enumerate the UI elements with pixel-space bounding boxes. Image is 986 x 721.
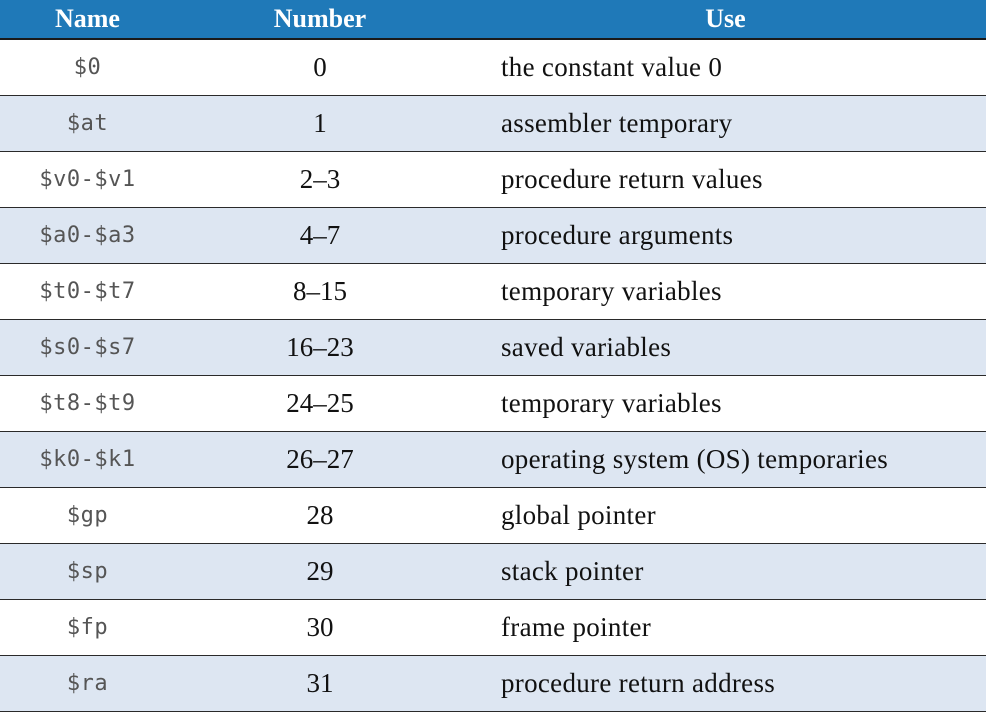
register-use-cell: stack pointer <box>465 543 986 600</box>
register-name-cell: $t0-$t7 <box>0 263 175 320</box>
table-header-row: Name Number Use <box>0 0 986 40</box>
register-number-cell: 28 <box>175 487 465 544</box>
register-use-cell: procedure arguments <box>465 207 986 264</box>
column-header-name: Name <box>0 0 175 40</box>
register-name-cell: $a0-$a3 <box>0 207 175 264</box>
register-number-cell: 8–15 <box>175 263 465 320</box>
table-row: $t8-$t9 24–25 temporary variables <box>0 375 986 432</box>
register-name-cell: $t8-$t9 <box>0 375 175 432</box>
register-name-cell: $at <box>0 95 175 152</box>
table-row: $gp 28 global pointer <box>0 487 986 544</box>
register-name-cell: $v0-$v1 <box>0 151 175 208</box>
register-use-cell: procedure return address <box>465 655 986 712</box>
register-use-cell: temporary variables <box>465 263 986 320</box>
register-number-cell: 1 <box>175 95 465 152</box>
register-number-cell: 16–23 <box>175 319 465 376</box>
register-name-cell: $fp <box>0 599 175 656</box>
register-name-cell: $0 <box>0 39 175 96</box>
register-number-cell: 29 <box>175 543 465 600</box>
table-row: $t0-$t7 8–15 temporary variables <box>0 263 986 320</box>
register-number-cell: 26–27 <box>175 431 465 488</box>
register-name-cell: $ra <box>0 655 175 712</box>
register-number-cell: 24–25 <box>175 375 465 432</box>
table-row: $at 1 assembler temporary <box>0 95 986 152</box>
register-use-cell: saved variables <box>465 319 986 376</box>
table-row: $v0-$v1 2–3 procedure return values <box>0 151 986 208</box>
register-number-cell: 2–3 <box>175 151 465 208</box>
register-use-cell: temporary variables <box>465 375 986 432</box>
table-row: $ra 31 procedure return address <box>0 655 986 712</box>
register-use-cell: frame pointer <box>465 599 986 656</box>
register-number-cell: 0 <box>175 39 465 96</box>
register-use-cell: the constant value 0 <box>465 39 986 96</box>
table-row: $a0-$a3 4–7 procedure arguments <box>0 207 986 264</box>
column-header-use: Use <box>465 0 986 40</box>
table-row: $fp 30 frame pointer <box>0 599 986 656</box>
register-name-cell: $k0-$k1 <box>0 431 175 488</box>
register-use-cell: operating system (OS) temporaries <box>465 431 986 488</box>
register-number-cell: 31 <box>175 655 465 712</box>
register-number-cell: 30 <box>175 599 465 656</box>
table-row: $sp 29 stack pointer <box>0 543 986 600</box>
register-use-cell: assembler temporary <box>465 95 986 152</box>
register-name-cell: $sp <box>0 543 175 600</box>
column-header-number: Number <box>175 0 465 40</box>
table-row: $k0-$k1 26–27 operating system (OS) temp… <box>0 431 986 488</box>
register-use-cell: procedure return values <box>465 151 986 208</box>
table-row: $0 0 the constant value 0 <box>0 39 986 96</box>
register-name-cell: $s0-$s7 <box>0 319 175 376</box>
table-row: $s0-$s7 16–23 saved variables <box>0 319 986 376</box>
register-number-cell: 4–7 <box>175 207 465 264</box>
register-use-cell: global pointer <box>465 487 986 544</box>
register-name-cell: $gp <box>0 487 175 544</box>
